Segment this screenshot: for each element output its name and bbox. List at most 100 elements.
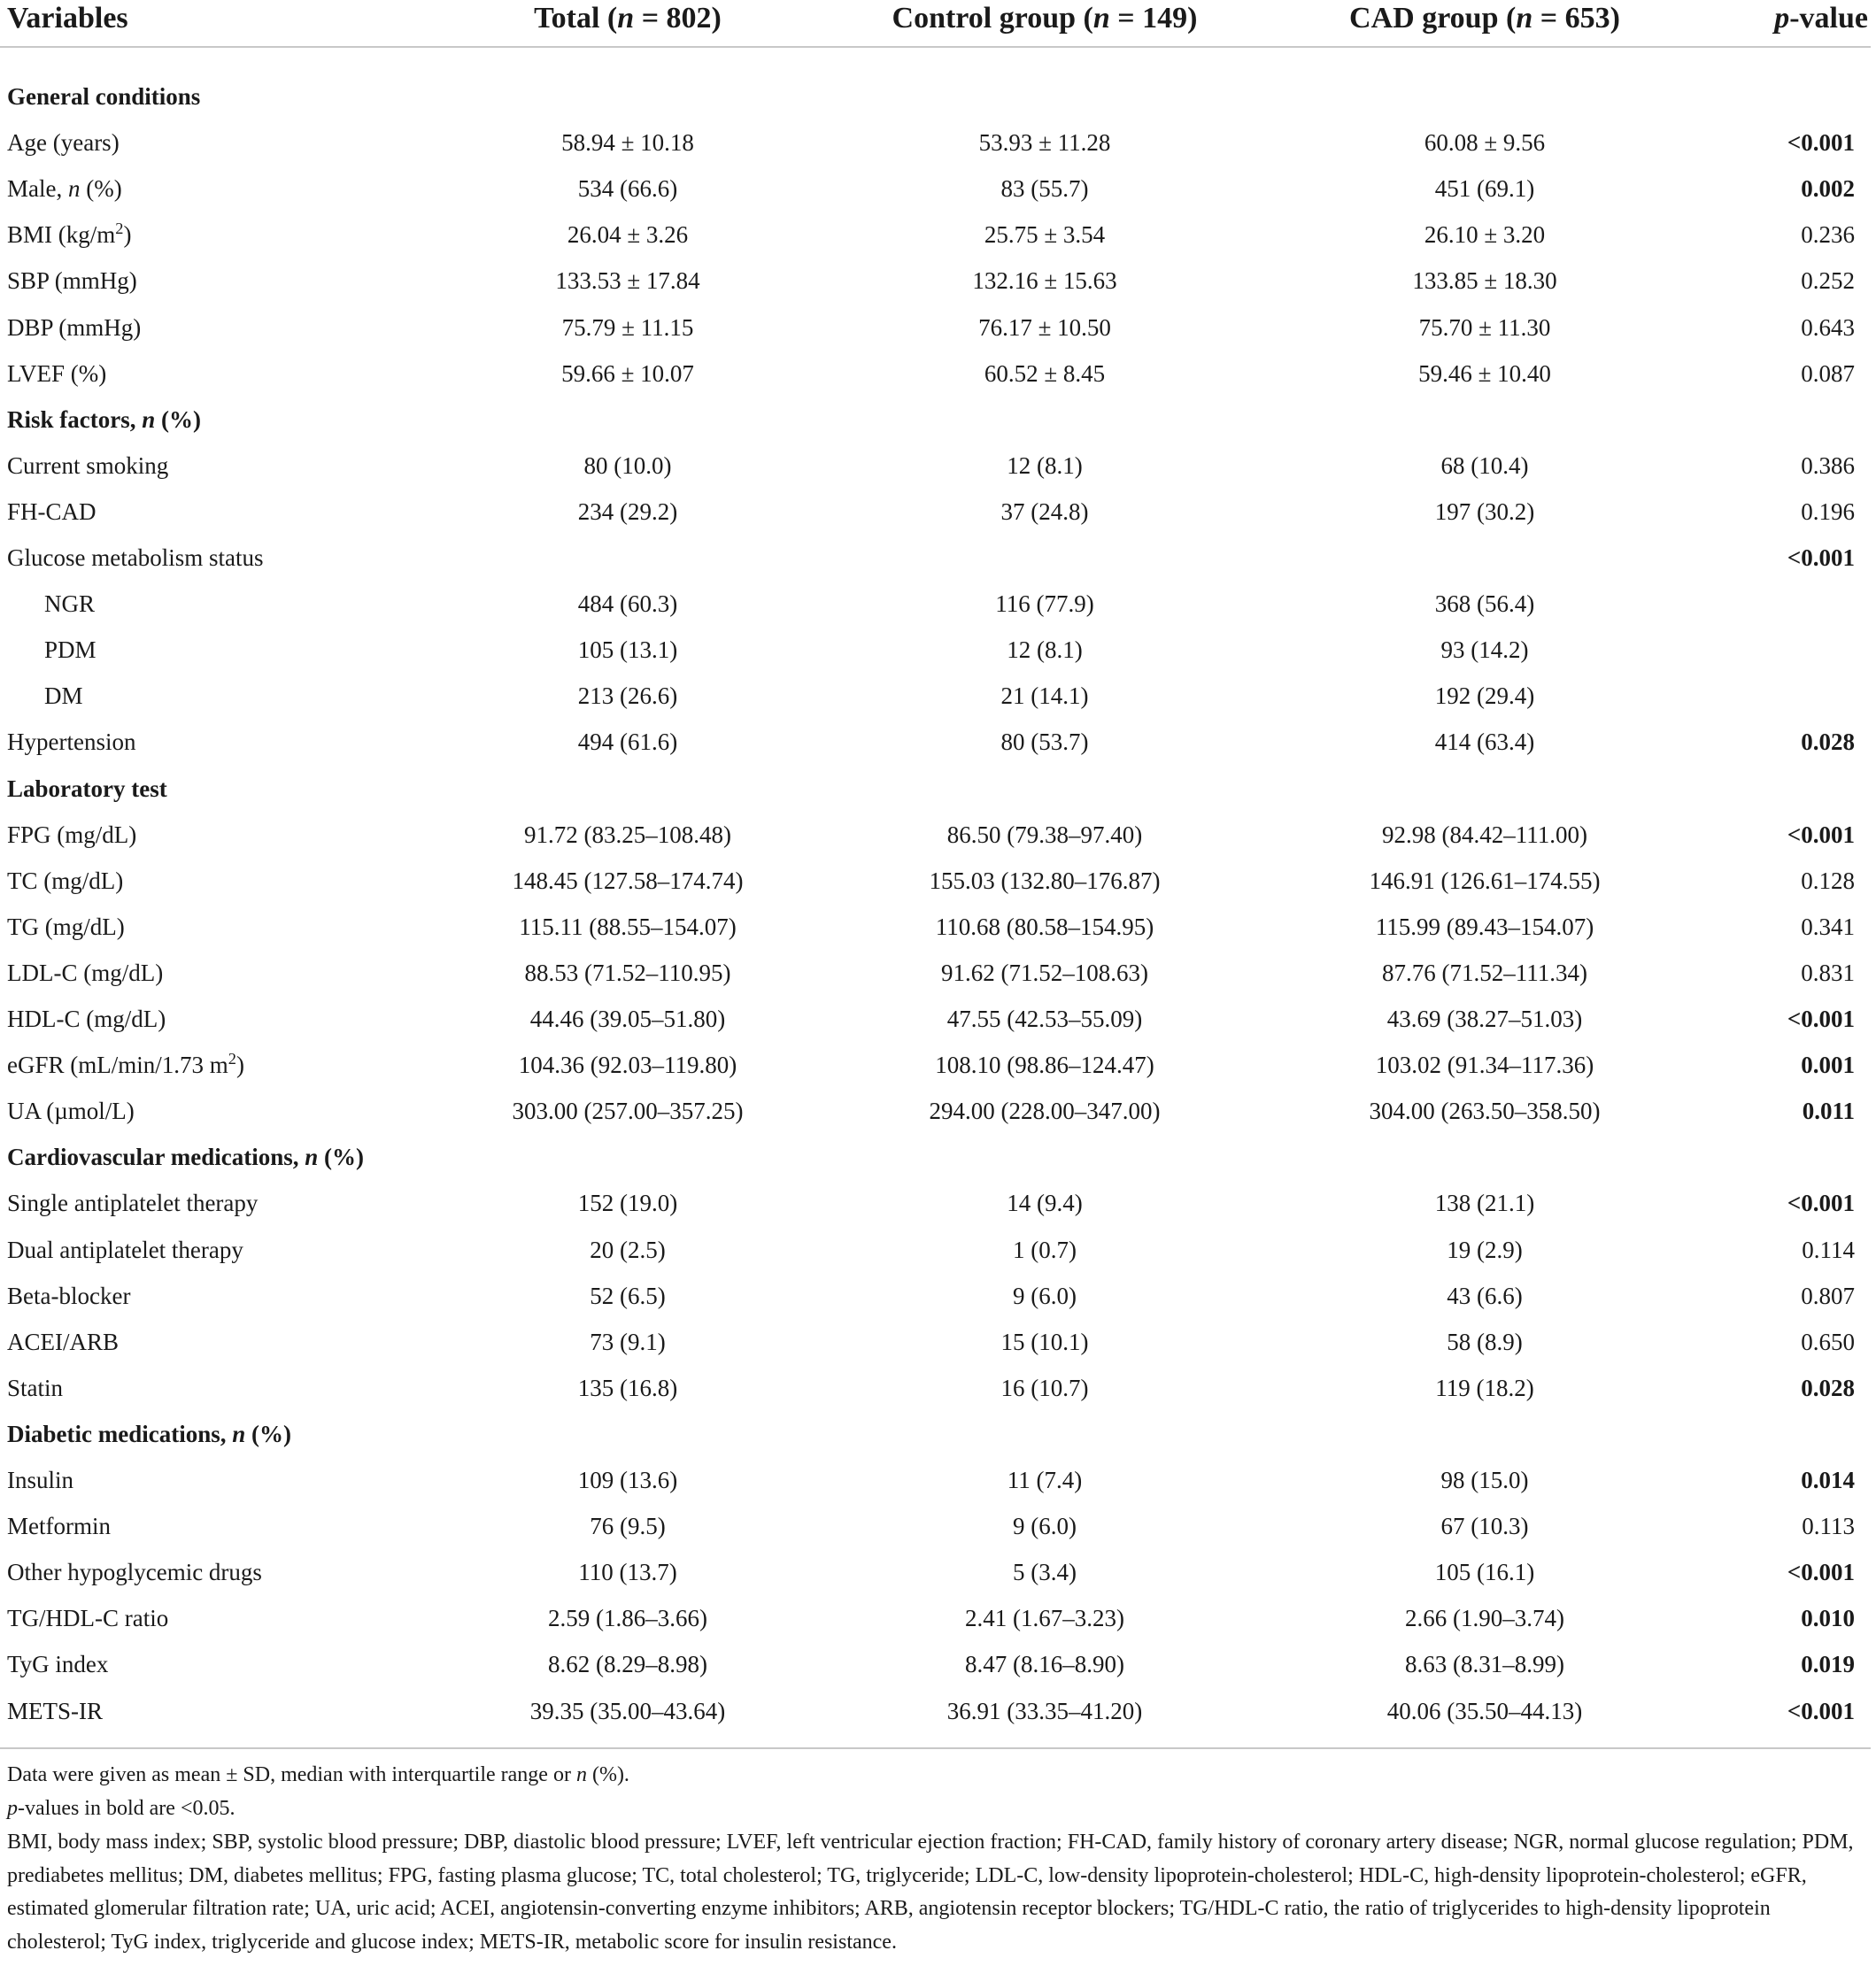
value-cell: 92.98 (84.42–111.00) [1382, 821, 1587, 848]
text-run: Total ( [534, 2, 618, 35]
value-cell: 9 (6.0) [1013, 1282, 1077, 1309]
value-cell: 93 (14.2) [1440, 636, 1529, 664]
value-cell: 58 (8.9) [1447, 1328, 1523, 1355]
value-cell: 115.11 (88.55–154.07) [519, 913, 737, 940]
p-value: <0.001 [1787, 1559, 1855, 1586]
value-cell: 76 (9.5) [590, 1513, 666, 1540]
p-value: 0.114 [1802, 1236, 1855, 1263]
text-run: Data were given as mean ± SD, median wit… [7, 1763, 576, 1786]
footer-rule [0, 1747, 1871, 1749]
p-value: <0.001 [1787, 1697, 1855, 1724]
value-cell: 59.66 ± 10.07 [561, 359, 694, 387]
value-cell: 2.59 (1.86–3.66) [548, 1605, 707, 1632]
value-cell: 2.41 (1.67–3.23) [965, 1605, 1124, 1632]
value-cell: 47.55 (42.53–55.09) [946, 1006, 1143, 1032]
value-cell: 484 (60.3) [577, 590, 678, 618]
italic-text: n [617, 2, 635, 35]
value-cell: 451 (69.1) [1434, 175, 1535, 203]
header-cell: Variables [7, 2, 128, 35]
row-label: TyG index [7, 1651, 109, 1678]
value-cell: 68 (10.4) [1440, 451, 1529, 479]
value-cell: 91.62 (71.52–108.63) [941, 959, 1148, 986]
text-run: -value [1789, 2, 1868, 35]
text-run: ) [123, 221, 132, 249]
row-label: Other hypoglycemic drugs [7, 1559, 262, 1586]
row-label: FPG (mg/dL) [7, 821, 137, 848]
value-cell: 146.91 (126.61–174.55) [1369, 867, 1601, 894]
row-label: PDM [44, 636, 97, 664]
value-cell: 20 (2.5) [590, 1236, 666, 1263]
italic-text: p [1774, 2, 1790, 35]
text-run: (%) [155, 405, 201, 433]
text-run: (%) [245, 1420, 291, 1447]
value-cell: 75.79 ± 11.15 [561, 313, 694, 341]
value-cell: 36.91 (33.35–41.20) [946, 1697, 1143, 1724]
value-cell: 5 (3.4) [1013, 1559, 1077, 1586]
p-value: 0.019 [1801, 1651, 1855, 1678]
text-run: Male, [7, 175, 68, 203]
italic-text: n [305, 1144, 319, 1171]
p-value: 0.087 [1801, 359, 1855, 387]
row-label: Male, n (%) [7, 171, 122, 206]
row-label: Hypertension [7, 729, 136, 756]
value-cell: 132.16 ± 15.63 [972, 267, 1117, 295]
value-cell: 75.70 ± 11.30 [1418, 313, 1551, 341]
value-cell: 105 (13.1) [577, 636, 678, 664]
value-cell: 39.35 (35.00–43.64) [529, 1697, 726, 1724]
value-cell: 37 (24.8) [1000, 497, 1089, 525]
value-cell: 60.52 ± 8.45 [984, 359, 1106, 387]
value-cell: 115.99 (89.43–154.07) [1375, 913, 1594, 940]
section-heading: Laboratory test [7, 775, 167, 802]
p-value: 0.650 [1801, 1328, 1855, 1355]
p-value: 0.807 [1801, 1282, 1855, 1309]
row-label: TC (mg/dL) [7, 867, 124, 894]
value-cell: 8.63 (8.31–8.99) [1405, 1651, 1564, 1678]
value-cell: 21 (14.1) [1000, 682, 1089, 710]
value-cell: 110 (13.7) [578, 1559, 677, 1586]
value-cell: 2.66 (1.90–3.74) [1405, 1605, 1564, 1632]
value-cell: 16 (10.7) [1000, 1374, 1089, 1401]
row-label: Dual antiplatelet therapy [7, 1236, 243, 1263]
value-cell: 58.94 ± 10.18 [561, 129, 694, 157]
value-cell: 103.02 (91.34–117.36) [1375, 1052, 1594, 1079]
p-value: 0.002 [1801, 175, 1855, 203]
p-value: 0.028 [1801, 729, 1855, 756]
value-cell: 67 (10.3) [1440, 1513, 1529, 1540]
row-label: ACEI/ARB [7, 1328, 120, 1355]
value-cell: 1 (0.7) [1013, 1236, 1077, 1263]
row-label: LVEF (%) [7, 359, 107, 387]
value-cell: 44.46 (39.05–51.80) [529, 1006, 726, 1032]
value-cell: 148.45 (127.58–174.74) [512, 867, 744, 894]
p-value: 0.252 [1801, 267, 1855, 295]
italic-text: n [232, 1420, 246, 1447]
row-label: BMI (kg/m2) [7, 217, 131, 252]
value-cell: 12 (8.1) [1007, 451, 1083, 479]
row-label: NGR [44, 590, 96, 618]
header-cell: Control group (n = 149) [735, 0, 1355, 38]
value-cell: 14 (9.4) [1007, 1190, 1083, 1217]
text-run: = 653) [1532, 2, 1620, 35]
value-cell: 494 (61.6) [577, 729, 678, 756]
italic-text: n [1092, 2, 1110, 35]
p-value: <0.001 [1787, 1006, 1855, 1032]
row-label: Insulin [7, 1467, 74, 1493]
row-label: Current smoking [7, 451, 169, 479]
value-cell: 108.10 (98.86–124.47) [935, 1052, 1154, 1079]
text-run: ) [235, 1052, 244, 1079]
header-rule [0, 46, 1871, 48]
row-label: SBP (mmHg) [7, 267, 137, 295]
text-run: -values in bold are <0.05. [18, 1797, 235, 1820]
value-cell: 9 (6.0) [1013, 1513, 1077, 1540]
value-cell: 294.00 (228.00–347.00) [929, 1098, 1161, 1125]
row-label: UA (µmol/L) [7, 1098, 135, 1125]
text-run: = 802) [634, 2, 722, 35]
value-cell: 43 (6.6) [1447, 1282, 1523, 1309]
italic-text: n [1516, 2, 1533, 35]
p-value: <0.001 [1787, 821, 1855, 848]
p-value: <0.001 [1787, 129, 1855, 157]
section-heading: Risk factors, n (%) [7, 402, 201, 437]
value-cell: 133.53 ± 17.84 [555, 267, 700, 295]
value-cell: 80 (10.0) [583, 451, 672, 479]
text-run: Risk factors, [7, 405, 143, 433]
row-label: Single antiplatelet therapy [7, 1190, 259, 1217]
